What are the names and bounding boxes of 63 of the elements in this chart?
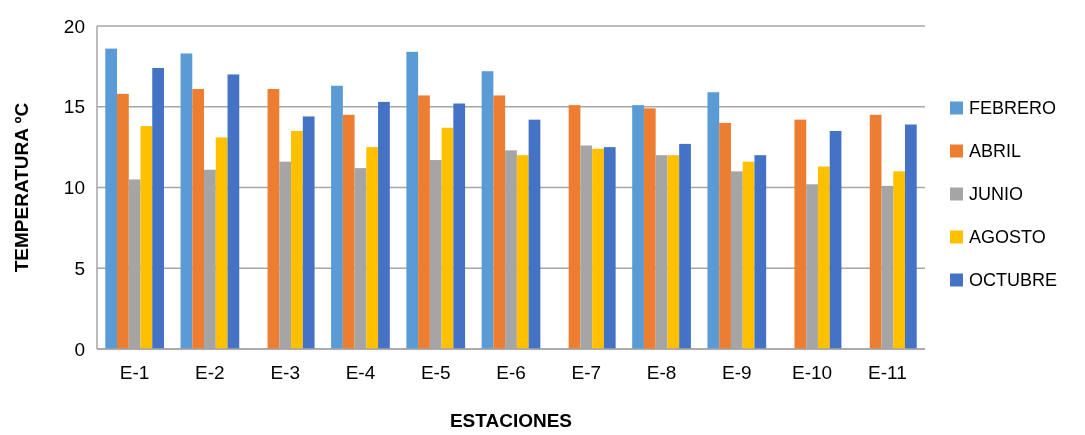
bar: [215, 137, 228, 349]
bar: [117, 93, 129, 349]
bar: [829, 130, 842, 349]
bar: [592, 148, 604, 349]
bar: [754, 155, 767, 349]
x-axis-title: ESTACIONES: [449, 410, 573, 431]
bar: [679, 143, 691, 349]
y-tick-label: 0: [74, 338, 85, 360]
bar: [528, 119, 541, 349]
x-tick-label: E-5: [420, 362, 451, 383]
bar: [893, 171, 905, 349]
bar: [140, 126, 153, 349]
bar: [302, 116, 315, 349]
x-tick-label: E-3: [270, 362, 300, 383]
bar: [667, 155, 680, 349]
bar: [742, 161, 755, 349]
y-axis-title: TEMPERATURA ºC: [11, 102, 32, 273]
bar: [378, 101, 390, 349]
bar: [105, 48, 118, 349]
bar: [291, 130, 303, 349]
bar: [904, 124, 917, 349]
x-tick-label: E-9: [722, 362, 752, 383]
y-tick-label: 10: [63, 177, 85, 199]
bar: [441, 127, 454, 349]
bar: [366, 147, 379, 349]
bar: [453, 103, 466, 349]
legend-label: FEBRERO: [969, 97, 1057, 118]
bar: [603, 147, 616, 349]
x-tick-label: E-11: [868, 362, 907, 383]
bar: [227, 74, 240, 349]
x-tick-label: E-2: [195, 362, 225, 383]
legend-label: AGOSTO: [969, 226, 1046, 247]
bar: [406, 51, 419, 349]
bar: [192, 88, 205, 349]
bar: [869, 114, 882, 349]
bar: [331, 85, 343, 349]
bar: [632, 105, 644, 349]
x-tick-label: E-7: [571, 362, 602, 383]
bar: [568, 105, 581, 349]
bar: [481, 71, 494, 349]
bar: [643, 108, 656, 349]
legend-label: ABRIL: [969, 140, 1022, 161]
bar: [493, 95, 506, 349]
y-tick-label: 20: [63, 15, 85, 37]
bar: [342, 114, 355, 349]
bar: [719, 122, 731, 349]
x-tick-label: E-4: [345, 362, 376, 383]
x-tick-label: E-1: [119, 362, 150, 383]
legend-label: OCTUBRE: [969, 269, 1058, 290]
y-tick-label: 5: [74, 257, 85, 279]
legend-label: JUNIO: [969, 183, 1023, 204]
bar: [267, 88, 280, 349]
y-tick-label: 15: [63, 96, 85, 118]
bar: [418, 95, 430, 349]
bar: [516, 155, 529, 349]
x-tick-label: E-8: [646, 362, 677, 383]
bar: [152, 67, 164, 349]
x-tick-label: E-10: [792, 362, 833, 383]
bar: [794, 119, 807, 349]
x-tick-label: E-6: [496, 362, 526, 383]
bar: [707, 92, 720, 349]
bar: [817, 166, 830, 349]
bar: [180, 53, 193, 349]
